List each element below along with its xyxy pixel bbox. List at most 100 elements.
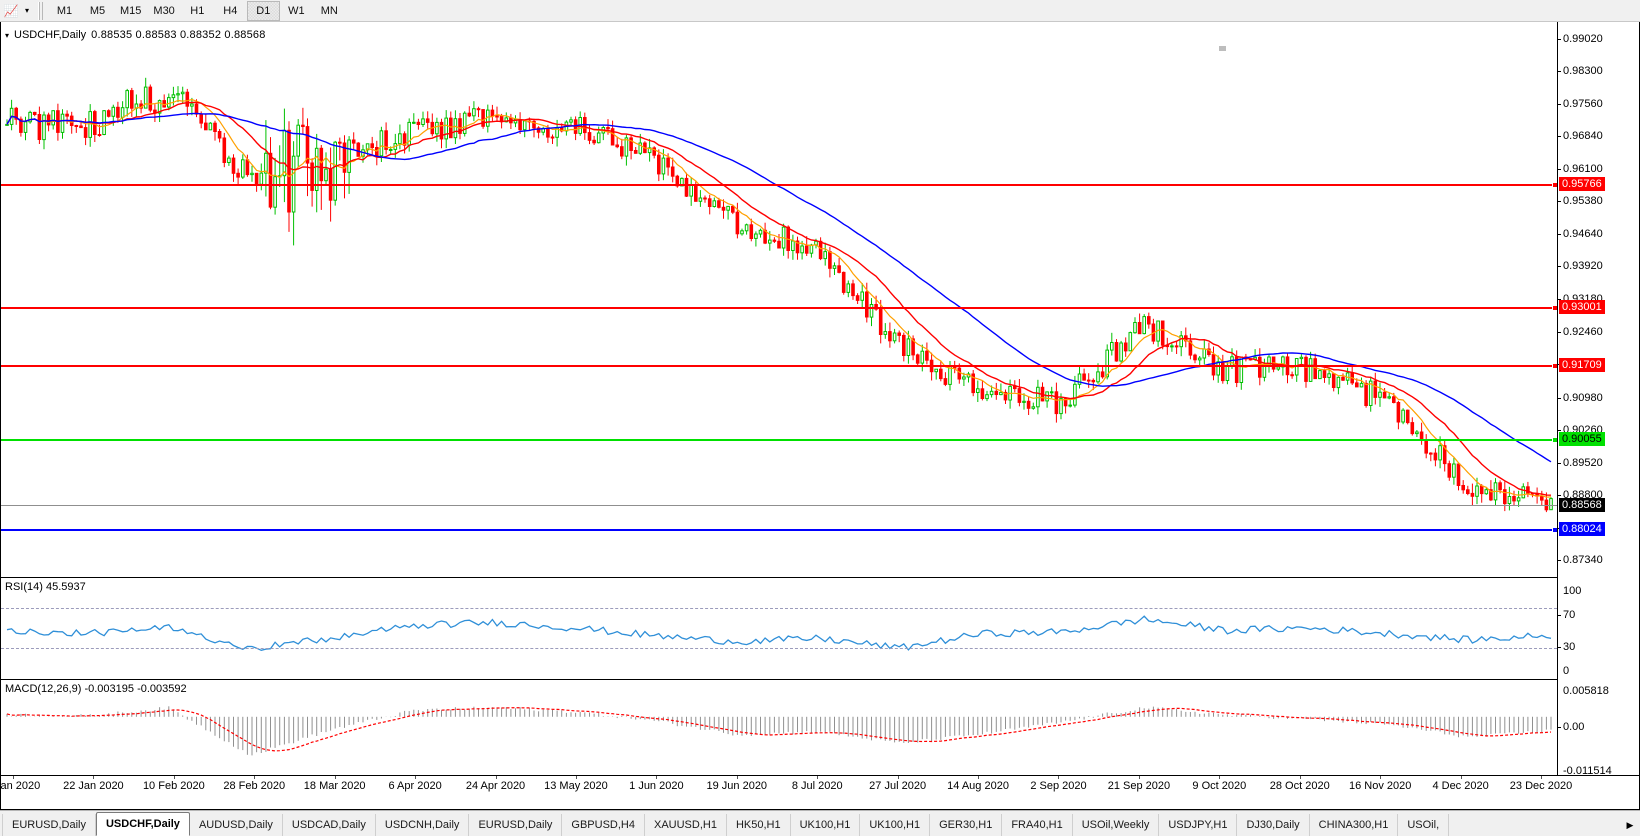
date-axis-label: 10 Feb 2020: [142, 780, 205, 792]
price-level-tag-0.88568: 0.88568: [1559, 498, 1605, 513]
date-axis-label: 3 Jan 2020: [0, 780, 41, 792]
price-level-line-0.88024[interactable]: [1, 527, 1557, 534]
chart-scroll-marker[interactable]: [1219, 46, 1226, 51]
date-tick: [736, 776, 738, 779]
rsi-axis-tick-label: 30: [1563, 641, 1576, 653]
toolbar-drag-handle[interactable]: [38, 1, 45, 20]
date-axis-label: 24 Apr 2020: [465, 780, 526, 792]
chart-tab-hk50-h1[interactable]: HK50,H1: [727, 814, 791, 836]
chart-tab-eurusd-daily[interactable]: EURUSD,Daily: [469, 814, 563, 836]
date-tick: [415, 776, 417, 779]
price-level-line-0.90055[interactable]: [1, 436, 1557, 443]
chart-tab-usoil[interactable]: USOil,: [1398, 814, 1450, 836]
macd-axis-tick-label: -0.011514: [1563, 765, 1612, 777]
chart-tab-china300-h1[interactable]: CHINA300,H1: [1310, 814, 1399, 836]
chart-tab-usdcnh-daily[interactable]: USDCNH,Daily: [376, 814, 470, 836]
timeframe-button-m5[interactable]: M5: [89, 4, 106, 17]
level-drag-handle[interactable]: [1552, 182, 1557, 189]
date-tick: [1138, 776, 1140, 779]
level-drag-handle[interactable]: [1552, 527, 1557, 534]
price-axis-tick-label: 0.92460: [1563, 325, 1603, 338]
price-candles: [5, 77, 1553, 513]
price-axis-tick-label: 0.90980: [1563, 391, 1603, 404]
date-tick: [93, 776, 95, 779]
macd-axis-tick-label: 0.005818: [1563, 685, 1609, 697]
rsi-axis-tick-label: 100: [1563, 585, 1582, 597]
timeframe-button-m15[interactable]: M15: [120, 4, 142, 17]
rsi-axis-tick-label: 70: [1563, 609, 1576, 621]
chart-tab-audusd-daily[interactable]: AUDUSD,Daily: [190, 814, 283, 836]
chart-tab-xauusd-h1[interactable]: XAUUSD,H1: [645, 814, 727, 836]
timeframe-button-h4[interactable]: H4: [223, 4, 238, 17]
date-tick: [495, 776, 497, 779]
price-axis-tick-label: 0.96840: [1563, 130, 1603, 143]
date-axis-label: 8 Jul 2020: [791, 780, 843, 792]
rsi-guide-70: [1, 608, 1557, 609]
date-tick: [1380, 776, 1382, 779]
tab-scroll-right-icon[interactable]: ▶: [1626, 819, 1634, 830]
macd-axis-tick-label: 0.00: [1563, 721, 1585, 733]
chart-tool-icon[interactable]: 📈: [3, 3, 19, 18]
chart-tab-gbpusd-h4[interactable]: GBPUSD,H4: [562, 814, 645, 836]
date-axis-label: 18 Mar 2020: [303, 780, 366, 792]
price-level-line-0.91709[interactable]: [1, 362, 1557, 369]
date-axis-label: 14 Aug 2020: [947, 780, 1009, 792]
timeframe-button-m1[interactable]: M1: [56, 4, 73, 17]
chart-tab-usdjpy-h1[interactable]: USDJPY,H1: [1159, 814, 1238, 836]
chart-tab-usdchf-daily[interactable]: USDCHF,Daily: [95, 812, 190, 836]
date-axis[interactable]: 3 Jan 2020 22 Jan 2020 10 Feb 2020 28 Feb 2…: [0, 775, 1639, 797]
timeframe-button-d1[interactable]: D1: [246, 0, 280, 21]
rsi-panel[interactable]: RSI(14) 45.5937: [1, 577, 1557, 677]
timeframe-button-m30[interactable]: M30: [153, 4, 175, 17]
timeframe-button-h1[interactable]: H1: [190, 4, 205, 17]
price-tick: [1557, 38, 1561, 40]
price-level-line-0.93001[interactable]: [1, 305, 1557, 312]
date-axis-label: 9 Oct 2020: [1192, 780, 1247, 792]
price-axis-tick-label: 0.96100: [1563, 163, 1603, 176]
date-axis-label: 22 Jan 2020: [63, 780, 124, 792]
price-level-tag-0.95766: 0.95766: [1559, 177, 1605, 192]
price-tick: [1557, 299, 1561, 301]
price-level-tag-0.91709: 0.91709: [1559, 357, 1605, 372]
price-axis-tick-label: 0.97560: [1563, 98, 1603, 111]
price-level-line-0.88568[interactable]: [1, 505, 1557, 507]
chevron-down-icon[interactable]: ▾: [24, 6, 29, 15]
price-tick: [1557, 559, 1561, 561]
macd-panel[interactable]: MACD(12,26,9) -0.003195 -0.003592: [1, 679, 1557, 775]
price-axis-tick-label: 0.93920: [1563, 260, 1603, 273]
level-drag-handle[interactable]: [1552, 362, 1557, 369]
macd-tick: [1557, 727, 1561, 728]
date-axis-label: 19 Jun 2020: [706, 780, 768, 792]
date-tick: [173, 776, 175, 779]
price-axis-tick-label: 0.95380: [1563, 195, 1603, 208]
timeframe-button-mn[interactable]: MN: [320, 4, 338, 17]
chart-tab-fra40-h1[interactable]: FRA40,H1: [1002, 814, 1073, 836]
chart-tab-ger30-h1[interactable]: GER30,H1: [930, 814, 1003, 836]
date-tick: [656, 776, 658, 779]
timeframe-button-w1[interactable]: W1: [288, 4, 305, 17]
price-level-tag-0.93001: 0.93001: [1559, 300, 1605, 315]
chart-tab-usoil-weekly[interactable]: USOil,Weekly: [1073, 814, 1160, 836]
level-drag-handle[interactable]: [1552, 436, 1557, 443]
macd-histogram: [6, 706, 1552, 756]
chart-area[interactable]: ▾ USDCHF,Daily 0.88535 0.88583 0.88352 0…: [0, 22, 1640, 810]
chart-tab-usdcad-daily[interactable]: USDCAD,Daily: [283, 814, 376, 836]
price-axis-tick-label: 0.94640: [1563, 228, 1603, 241]
date-axis-label: 28 Oct 2020: [1269, 780, 1330, 792]
timeframe-button-group: M1 M5 M15 M30 H1 H4 D1 W1 MN: [48, 0, 346, 21]
date-tick: [334, 776, 336, 779]
chart-menu-caret-icon[interactable]: ▾: [5, 30, 10, 40]
chart-tab-dj30-daily[interactable]: DJ30,Daily: [1237, 814, 1310, 836]
price-level-line-0.95766[interactable]: [1, 182, 1557, 189]
date-axis-label: 1 Jun 2020: [629, 780, 684, 792]
date-tick: [254, 776, 256, 779]
level-drag-handle[interactable]: [1552, 305, 1557, 312]
rsi-tick: [1557, 615, 1561, 616]
date-tick: [575, 776, 577, 779]
chart-tab-eurusd-daily[interactable]: EURUSD,Daily: [2, 814, 96, 836]
chart-tab-uk100-h1[interactable]: UK100,H1: [791, 814, 861, 836]
chart-tab-uk100-h1[interactable]: UK100,H1: [860, 814, 931, 836]
date-tick: [1460, 776, 1462, 779]
price-panel[interactable]: [1, 22, 1557, 575]
